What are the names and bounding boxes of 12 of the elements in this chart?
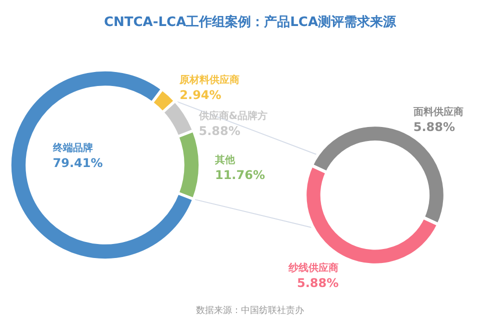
chart-title: CNTCA-LCA工作组案例：产品LCA测评需求来源 bbox=[104, 14, 398, 30]
data-label: 5.88% bbox=[413, 120, 455, 134]
slice-label: 其他 bbox=[214, 154, 236, 166]
data-label: 11.76% bbox=[215, 168, 265, 182]
source-note: 数据来源：中国纺联社责办 bbox=[196, 305, 304, 316]
slice-label: 原材料供应商 bbox=[178, 74, 240, 86]
slice-label: 面料供应商 bbox=[412, 106, 464, 118]
slice-label: 终端品牌 bbox=[52, 142, 93, 154]
data-label: 79.41% bbox=[52, 156, 103, 170]
data-label: 2.94% bbox=[180, 88, 222, 102]
slice-label: 纱线供应商 bbox=[288, 262, 339, 274]
data-label: 5.88% bbox=[297, 276, 339, 290]
